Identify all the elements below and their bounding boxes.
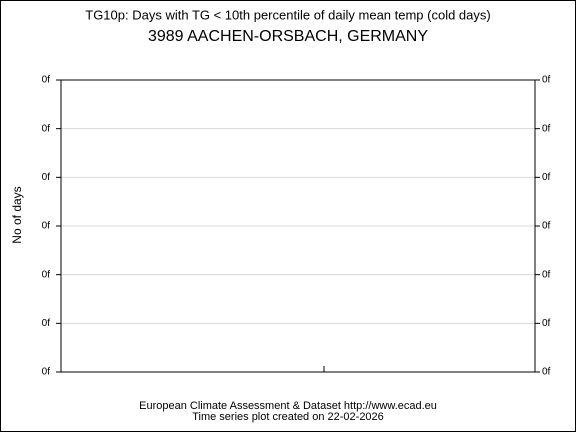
chart-subtitle: 3989 AACHEN-ORSBACH, GERMANY bbox=[148, 28, 428, 45]
footer-line: Time series plot created on 22-02-2026 bbox=[192, 411, 384, 423]
footer-line: European Climate Assessment & Dataset ht… bbox=[139, 400, 437, 412]
y2-tick-label: 0f bbox=[542, 318, 551, 329]
y2-tick-label: 0f bbox=[542, 221, 551, 232]
y2-tick-label: 0f bbox=[542, 75, 551, 86]
y-tick-label: 0f bbox=[42, 75, 51, 86]
y-tick-label: 0f bbox=[42, 123, 51, 134]
plot-area bbox=[60, 79, 536, 373]
y-tick-label: 0f bbox=[42, 221, 51, 232]
y-tick-label: 0f bbox=[42, 172, 51, 183]
y2-tick-label: 0f bbox=[542, 123, 551, 134]
y-tick-label: 0f bbox=[42, 269, 51, 280]
y-axis-label: No of days bbox=[10, 186, 24, 243]
y2-tick-label: 0f bbox=[542, 172, 551, 183]
y-tick-label: 0f bbox=[42, 367, 51, 378]
y-tick-label: 0f bbox=[42, 318, 51, 329]
chart-title: TG10p: Days with TG < 10th percentile of… bbox=[85, 7, 490, 22]
y2-tick-label: 0f bbox=[542, 367, 551, 378]
y2-tick-label: 0f bbox=[542, 269, 551, 280]
